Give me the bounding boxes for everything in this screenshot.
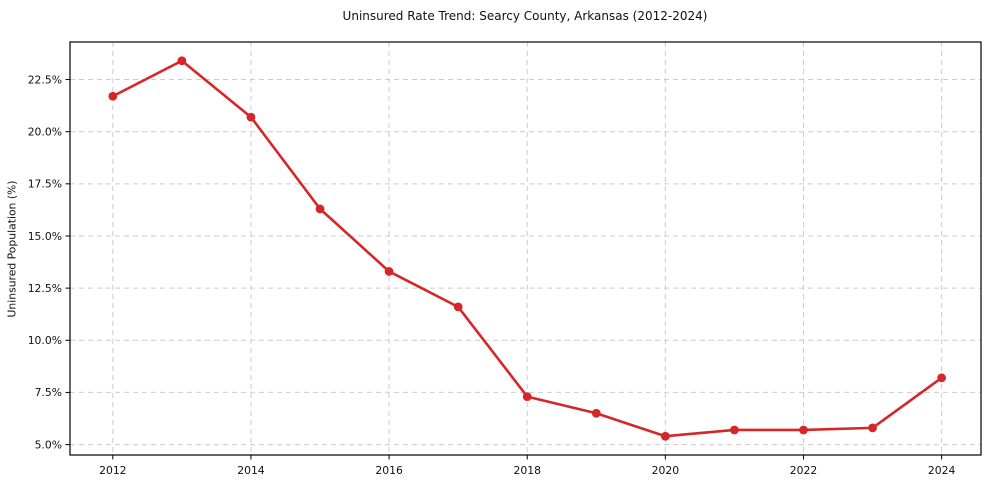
data-point bbox=[868, 423, 877, 433]
y-tick-label: 12.5% bbox=[28, 282, 62, 295]
plot-border bbox=[69, 41, 982, 456]
x-tick-label: 2022 bbox=[790, 464, 817, 477]
y-tick-label: 15.0% bbox=[28, 230, 62, 243]
data-point bbox=[591, 408, 601, 418]
data-point bbox=[246, 112, 256, 122]
x-tick-label: 2018 bbox=[513, 464, 541, 477]
data-point bbox=[937, 373, 947, 383]
data-point bbox=[453, 302, 463, 312]
y-tick-label: 22.5% bbox=[28, 73, 62, 86]
x-tick-label: 2024 bbox=[928, 464, 956, 477]
x-tick-label: 2014 bbox=[237, 464, 265, 477]
x-tick-label: 2020 bbox=[652, 464, 680, 477]
y-tick-label: 17.5% bbox=[28, 178, 62, 191]
data-point bbox=[522, 392, 532, 401]
data-point bbox=[315, 204, 325, 214]
y-tick-label: 20.0% bbox=[28, 125, 62, 138]
x-tick-label: 2016 bbox=[375, 464, 403, 477]
data-point bbox=[108, 91, 118, 101]
y-tick-label: 10.0% bbox=[28, 334, 62, 347]
data-point bbox=[730, 425, 739, 435]
data-point bbox=[799, 425, 808, 435]
y-axis-label: Uninsured Population (%) bbox=[5, 180, 19, 318]
chart-title: Uninsured Rate Trend: Searcy County, Ark… bbox=[342, 9, 708, 23]
data-point bbox=[177, 56, 187, 66]
y-tick-label: 5.0% bbox=[35, 438, 62, 451]
y-tick-label: 7.5% bbox=[35, 386, 62, 399]
data-point bbox=[660, 431, 670, 441]
x-tick-label: 2012 bbox=[99, 464, 126, 477]
data-point bbox=[384, 267, 394, 276]
